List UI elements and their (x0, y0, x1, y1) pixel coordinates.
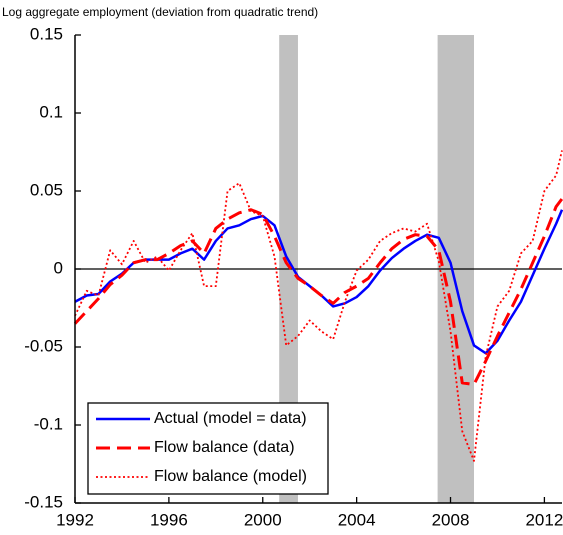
x-tick-label: 2012 (525, 510, 563, 529)
x-tick-label: 2008 (432, 510, 470, 529)
y-tick-label: 0 (54, 258, 63, 277)
legend-label: Actual (model = data) (154, 410, 307, 427)
chart-title: Log aggregate employment (deviation from… (2, 5, 318, 19)
legend: Actual (model = data) Flow balance (data)… (87, 402, 329, 495)
legend-label: Flow balance (model) (154, 468, 307, 485)
y-tick-label: 0.1 (39, 102, 63, 121)
y-tick-label: -0.05 (24, 336, 63, 355)
x-tick-label: 1992 (56, 510, 94, 529)
y-tick-label: 0.05 (30, 180, 63, 199)
series-line (74, 209, 563, 355)
y-tick-label: -0.15 (24, 492, 63, 511)
series-line (73, 197, 563, 386)
x-tick-label: 1996 (150, 510, 188, 529)
x-tick-label: 2004 (338, 510, 376, 529)
x-tick-label: 2000 (244, 510, 282, 529)
legend-label: Flow balance (data) (154, 439, 295, 456)
y-tick-label: 0.15 (30, 24, 63, 43)
y-tick-label: -0.1 (34, 414, 63, 433)
